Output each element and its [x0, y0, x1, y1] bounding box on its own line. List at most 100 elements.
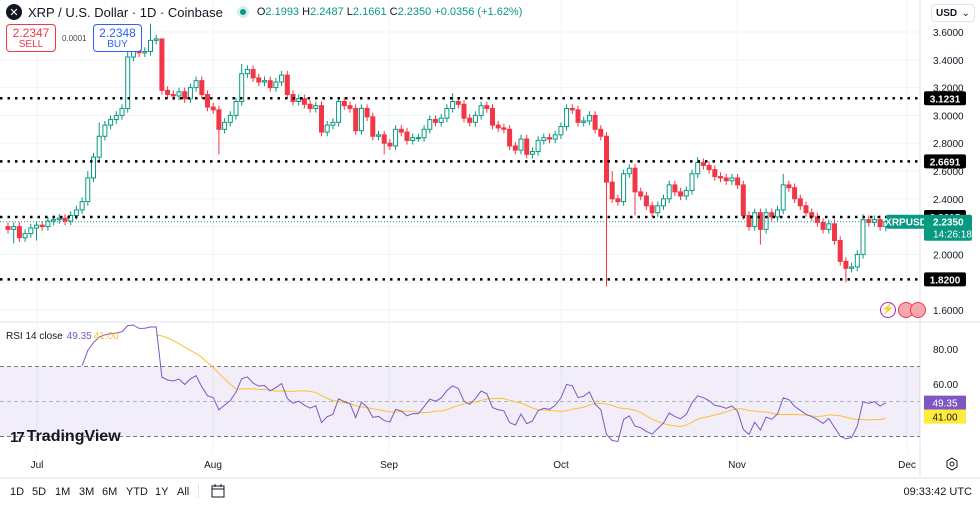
candle: [307, 100, 313, 113]
timeframe-5d[interactable]: 5D: [32, 486, 47, 498]
candle: [153, 34, 159, 45]
candle: [205, 90, 210, 112]
timeframe-1y[interactable]: 1Y: [155, 486, 169, 498]
candle: [712, 165, 718, 181]
candle-body: [381, 134, 387, 144]
candle: [706, 161, 712, 174]
lightning-icon[interactable]: ⚡: [880, 302, 896, 318]
us-flag-event-icon-2[interactable]: [910, 302, 926, 318]
candle: [541, 133, 547, 145]
candle: [313, 101, 319, 113]
candle: [678, 187, 684, 201]
candle-body: [125, 56, 131, 109]
settings-gear-icon[interactable]: [945, 457, 959, 471]
currency-select[interactable]: USD ⌄: [931, 4, 975, 22]
candle-body: [450, 101, 456, 109]
candle: [649, 201, 655, 217]
symbol-label-bg: [886, 214, 926, 229]
candle: [718, 172, 723, 183]
candle-body: [28, 227, 34, 235]
clock[interactable]: 09:33:42 UTC: [903, 486, 972, 498]
candle: [176, 87, 182, 101]
candle-body: [786, 184, 792, 189]
candle: [535, 136, 541, 156]
level-label-bg: [924, 272, 966, 287]
candle-body: [324, 124, 330, 133]
timeframe-1m[interactable]: 1M: [55, 486, 71, 498]
candle-body: [165, 89, 171, 96]
candle: [609, 171, 615, 203]
candle-body: [427, 119, 433, 130]
candle-body: [729, 177, 735, 182]
sell-button[interactable]: 2.2347 SELL: [6, 24, 56, 52]
tradingview-logo: 17 TradingView: [10, 428, 121, 446]
symbol-title[interactable]: XRP / U.S. Dollar · 1D · Coinbase: [28, 4, 223, 20]
candle-body: [683, 189, 689, 197]
candle: [757, 208, 763, 245]
candle-body: [273, 81, 279, 89]
candle: [871, 215, 877, 227]
candle: [740, 180, 746, 220]
candle-body: [837, 240, 843, 262]
candle: [421, 125, 427, 142]
candle: [512, 141, 518, 155]
ohlc-values: O2.1993 H2.2487 L2.1661 C2.2350 +0.0356 …: [256, 6, 523, 18]
candle-body: [330, 121, 336, 126]
candle-body: [678, 191, 684, 197]
candle: [28, 223, 34, 238]
buy-button[interactable]: 2.2348 BUY: [93, 24, 142, 52]
candle: [769, 208, 775, 222]
candle-body: [267, 80, 273, 89]
candle: [552, 130, 558, 144]
countdown-label: 14:26:18: [933, 230, 972, 241]
timeframe-ytd[interactable]: YTD: [126, 486, 148, 498]
candle-body: [535, 139, 541, 153]
candle-body: [609, 181, 615, 200]
candle: [655, 201, 661, 217]
candle-body: [621, 173, 627, 203]
candle: [529, 147, 535, 159]
candle: [797, 194, 803, 210]
candle: [638, 187, 644, 201]
candle: [814, 212, 820, 227]
last-price-label: 2.2350: [933, 218, 964, 229]
timeframe-3m[interactable]: 3M: [79, 486, 95, 498]
candle-body: [871, 219, 877, 223]
candle: [433, 115, 438, 127]
candle: [301, 94, 307, 109]
timeframe-1d[interactable]: 1D: [10, 486, 25, 498]
candle-body: [558, 126, 564, 136]
candle-body: [814, 216, 820, 223]
candle-body: [700, 162, 706, 166]
candle: [438, 114, 444, 127]
candle: [666, 180, 672, 203]
candle-body: [159, 38, 165, 91]
candle-body: [832, 223, 837, 242]
level-label-bg: [924, 154, 966, 169]
candle-body: [723, 177, 729, 182]
candle: [832, 219, 837, 245]
candle-body: [672, 184, 678, 193]
candle-body: [746, 214, 752, 228]
candle: [336, 97, 342, 127]
candle-body: [695, 162, 701, 175]
candle-body: [319, 105, 324, 133]
candle: [775, 205, 780, 222]
candle: [113, 111, 119, 124]
timeframe-all[interactable]: All: [177, 486, 190, 498]
candle: [108, 115, 114, 130]
candle: [780, 173, 786, 215]
rsi-legend[interactable]: RSI 14 close 49.35 41.00: [6, 331, 119, 342]
candle: [22, 229, 28, 242]
market-status-icon: [236, 6, 249, 18]
time-tick-label: Dec: [898, 460, 916, 471]
candle-body: [51, 219, 57, 222]
candle: [45, 216, 51, 231]
candle: [507, 125, 513, 151]
candle-body: [735, 177, 741, 186]
timeframe-6m[interactable]: 6M: [102, 486, 118, 498]
price-tick-label: 3.0000: [933, 111, 964, 122]
calendar-range-icon[interactable]: [210, 483, 226, 499]
candle: [700, 158, 706, 170]
